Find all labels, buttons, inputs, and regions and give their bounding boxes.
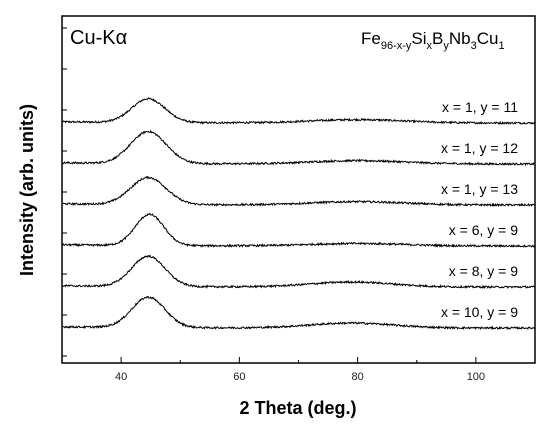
series-line (61, 254, 536, 290)
formula-nb: Nb (449, 29, 471, 48)
formula-b: B (432, 29, 443, 48)
x-axis-title: 2 Theta (deg.) (239, 398, 356, 418)
formula-si-sub: x (427, 40, 433, 52)
formula-b-sub: y (443, 40, 449, 52)
series-label: x = 8, y = 9 (449, 263, 518, 279)
radiation-label: Cu-Kα (70, 27, 127, 49)
series-label: x = 1, y = 12 (441, 140, 518, 156)
series-line (61, 129, 536, 167)
formula-cu: Cu (477, 29, 499, 48)
series-line (61, 295, 536, 331)
series-line (61, 175, 536, 208)
series-label: x = 10, y = 9 (441, 304, 518, 320)
series-label: x = 1, y = 13 (441, 181, 518, 197)
y-axis-ticks (62, 27, 67, 357)
x-tick-label: 60 (233, 371, 245, 383)
y-axis-title: Intensity (arb. units) (17, 104, 37, 276)
series-line (61, 97, 536, 125)
formula-nb-sub: 3 (471, 40, 477, 52)
x-tick-label: 100 (467, 371, 485, 383)
series-label: x = 1, y = 11 (442, 99, 518, 115)
series-line (61, 212, 536, 248)
x-tick-label: 40 (115, 371, 127, 383)
formula-cu-sub: 1 (498, 40, 504, 52)
formula-fe-sub: 96-x-y (381, 40, 412, 52)
x-axis-ticks: 40 60 80 100 (61, 357, 536, 383)
x-tick-label: 80 (352, 371, 364, 383)
series-labels: x = 1, y = 11 x = 1, y = 12 x = 1, y = 13 x… (441, 99, 518, 320)
series-label: x = 6, y = 9 (449, 222, 518, 238)
formula-fe: Fe (361, 29, 381, 48)
series-group (61, 97, 536, 331)
formula-si: Si (411, 29, 426, 48)
composition-formula: Fe96-x-ySixByNb3Cu1 (361, 29, 505, 52)
